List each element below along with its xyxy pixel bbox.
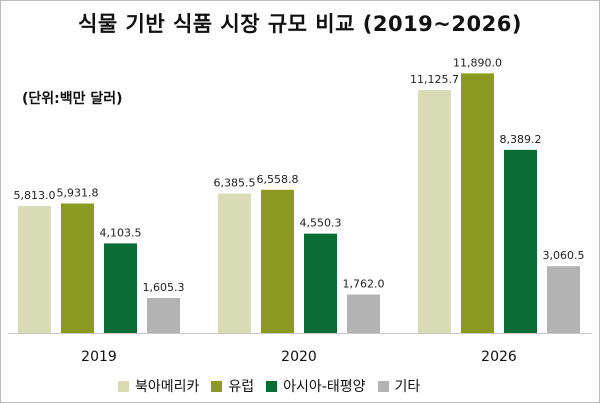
legend-label-0: 북아메리카 xyxy=(135,379,200,395)
data-label-2019-3: 1,605.3 xyxy=(143,281,185,294)
bar-2026-3 xyxy=(547,266,580,333)
bar-2020-1 xyxy=(261,189,294,333)
legend-label-3: 기타 xyxy=(394,379,421,395)
x-tick-label-2026: 2026 xyxy=(481,349,517,365)
x-tick-label-2019: 2019 xyxy=(81,349,117,365)
unit-label: (단위:백만 달러) xyxy=(22,91,123,107)
data-label-2020-1: 6,558.8 xyxy=(257,173,299,186)
legend-swatch-2 xyxy=(266,380,278,392)
data-label-2026-3: 3,060.5 xyxy=(543,249,585,262)
data-label-2026-1: 11,890.0 xyxy=(453,56,502,69)
legend-item-1: 유럽 xyxy=(211,376,254,396)
data-label-2020-2: 4,550.3 xyxy=(300,217,342,230)
legend-swatch-3 xyxy=(377,380,389,392)
x-tick-label-2020: 2020 xyxy=(281,349,317,365)
legend-label-1: 유럽 xyxy=(228,379,255,395)
bar-2026-1 xyxy=(461,73,494,333)
legend: 북아메리카 유럽 아시아-태평양 기타 xyxy=(118,376,432,396)
data-label-2026-0: 11,125.7 xyxy=(410,73,459,86)
legend-swatch-0 xyxy=(118,380,129,392)
chart-title: 식물 기반 식품 시장 규모 비교 (2019~2026) xyxy=(78,12,522,36)
bar-2019-3 xyxy=(147,297,180,333)
data-label-2026-2: 8,389.2 xyxy=(500,133,542,146)
legend-item-0: 북아메리카 xyxy=(118,376,199,396)
data-label-2020-0: 6,385.5 xyxy=(214,177,256,190)
bar-2020-0 xyxy=(218,193,251,333)
bar-2020-2 xyxy=(304,233,337,333)
legend-label-2: 아시아-태평양 xyxy=(283,379,366,395)
bar-2026-2 xyxy=(504,149,537,333)
bar-2020-3 xyxy=(347,294,380,333)
bar-2019-0 xyxy=(18,206,51,333)
bar-2026-0 xyxy=(418,90,451,333)
data-label-2019-2: 4,103.5 xyxy=(100,226,142,239)
legend-item-3: 기타 xyxy=(377,376,421,396)
legend-item-2: 아시아-태평양 xyxy=(266,376,366,396)
data-label-2019-0: 5,813.0 xyxy=(14,189,56,202)
data-label-2020-3: 1,762.0 xyxy=(343,278,385,291)
bar-2019-2 xyxy=(104,243,137,333)
bar-2019-1 xyxy=(61,203,94,333)
legend-swatch-1 xyxy=(211,380,223,392)
data-label-2019-1: 5,931.8 xyxy=(57,186,99,199)
